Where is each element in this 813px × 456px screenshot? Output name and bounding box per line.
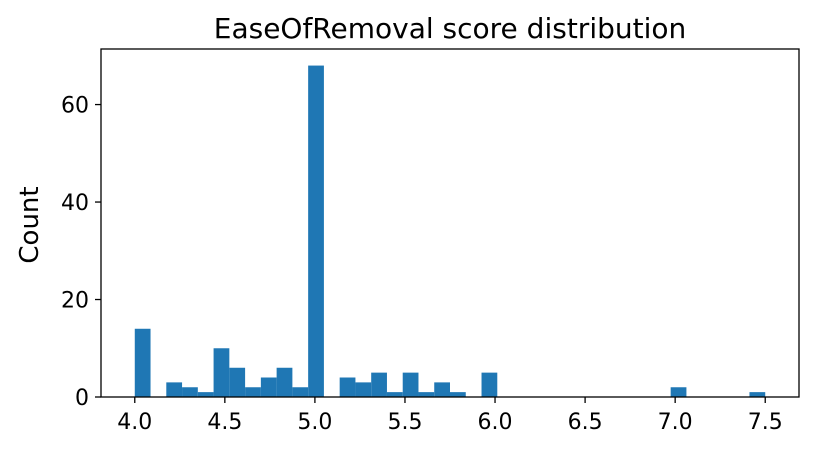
bars-group — [134, 65, 766, 398]
histogram-bar — [749, 392, 766, 397]
y-axis-label: Count — [15, 186, 45, 263]
x-tick-label: 7.5 — [748, 410, 783, 435]
y-axis-ticks: 0 20 40 60 — [61, 94, 101, 411]
histogram-bar — [434, 382, 450, 397]
histogram-bar — [197, 392, 214, 397]
x-tick-label: 7.0 — [658, 410, 693, 435]
histogram-bar — [371, 372, 387, 397]
x-axis-ticks: 4.0 4.5 5.0 5.5 6.0 6.5 7.0 7.5 — [117, 397, 783, 435]
histogram-bar — [182, 387, 198, 397]
histogram-bar — [276, 367, 293, 397]
histogram-bar — [229, 367, 246, 397]
histogram-bar — [339, 377, 356, 397]
histogram-bar — [260, 377, 277, 397]
histogram-bar — [292, 387, 309, 397]
histogram-bar — [166, 382, 183, 397]
x-tick-label: 5.0 — [297, 410, 332, 435]
y-tick-label: 40 — [61, 191, 89, 216]
y-tick-label: 20 — [61, 289, 89, 314]
x-tick-label: 4.0 — [117, 410, 152, 435]
x-tick-label: 6.0 — [478, 410, 513, 435]
histogram-bar — [213, 348, 230, 397]
histogram-bar — [386, 392, 403, 397]
plot-frame — [100, 48, 800, 398]
histogram-bar — [402, 372, 419, 397]
histogram-bar — [670, 387, 687, 397]
histogram-bar — [418, 392, 435, 397]
y-tick-label: 60 — [61, 94, 89, 119]
x-tick-label: 5.5 — [387, 410, 422, 435]
y-tick-label: 0 — [75, 386, 89, 411]
histogram-bar — [245, 387, 261, 397]
x-tick-label: 6.5 — [568, 410, 603, 435]
histogram-bar — [355, 382, 372, 397]
chart-title: EaseOfRemoval score distribution — [214, 12, 687, 45]
x-tick-label: 4.5 — [207, 410, 242, 435]
histogram-bar — [134, 328, 151, 397]
histogram-bar — [481, 372, 498, 397]
histogram-bar — [450, 392, 466, 397]
histogram-bar — [308, 65, 324, 398]
